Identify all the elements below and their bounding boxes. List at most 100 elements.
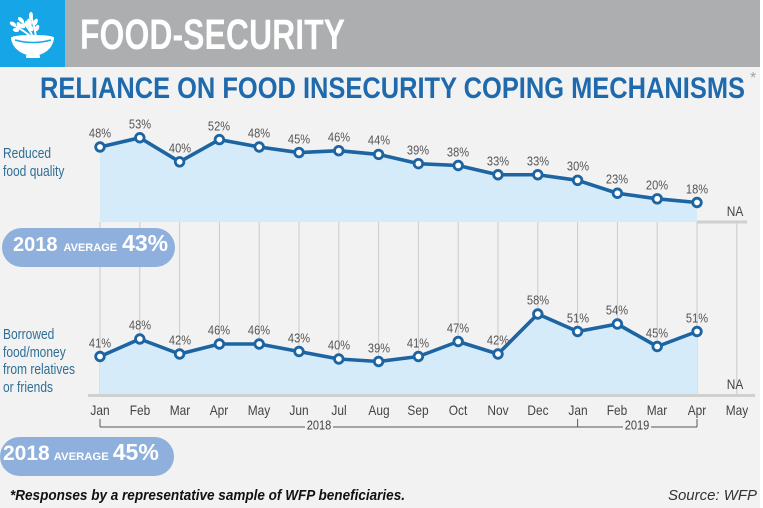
average-badge-borrowed-food-money: 2018 AVERAGE 45% <box>0 437 174 476</box>
average-word: AVERAGE <box>53 451 109 463</box>
series-line <box>98 135 699 205</box>
data-label: 54% <box>606 302 629 318</box>
data-point <box>611 318 624 330</box>
data-point <box>213 133 226 146</box>
data-label: 45% <box>287 131 311 147</box>
x-tick-label: May <box>725 402 749 418</box>
data-point <box>412 350 425 363</box>
data-label: 18% <box>685 181 709 196</box>
x-tick-label: Jan <box>567 402 588 418</box>
data-point <box>293 345 305 358</box>
series-label-line: or friends <box>3 378 54 396</box>
data-point <box>333 144 345 157</box>
section-title: FOOD-SECURITY <box>80 11 345 59</box>
data-label: 40% <box>327 337 350 353</box>
data-point <box>333 353 345 365</box>
data-label: 30% <box>566 158 589 174</box>
bowl-wheat-icon <box>9 12 54 58</box>
x-tick-label: Mar <box>169 402 190 418</box>
x-tick-label: May <box>247 402 271 418</box>
data-point <box>253 141 265 153</box>
data-point <box>651 340 663 353</box>
year-label: 2018 <box>304 417 333 433</box>
data-label: 38% <box>447 144 470 159</box>
data-point <box>452 335 464 348</box>
footnote: *Responses by a representative sample of… <box>10 487 405 504</box>
data-point <box>532 169 544 181</box>
x-tick-label: Dec <box>527 402 549 418</box>
data-label: 43% <box>287 330 311 345</box>
header-bar: FOOD-SECURITY <box>65 0 760 67</box>
data-label: 33% <box>526 153 549 169</box>
series-label-reduced-food-quality: Reduced food quality <box>3 145 64 181</box>
data-point <box>372 355 385 368</box>
data-label: 39% <box>367 340 390 355</box>
data-point <box>571 325 584 338</box>
x-tick-label: Jul <box>331 402 347 418</box>
data-label: 46% <box>248 322 271 338</box>
data-point <box>492 348 504 360</box>
data-label: 46% <box>327 129 350 145</box>
data-label: 47% <box>447 320 470 335</box>
data-point <box>134 333 146 345</box>
na-label: NA <box>726 203 744 219</box>
series-label-line: food quality <box>3 163 65 180</box>
data-label: 52% <box>208 118 231 134</box>
data-label: 46% <box>208 322 231 338</box>
data-point <box>651 193 663 205</box>
title-footnote-marker: * <box>750 70 757 87</box>
data-label: 41% <box>88 335 112 350</box>
average-year: 2018 <box>13 234 58 256</box>
year-label: 2019 <box>623 417 652 433</box>
data-label: 58% <box>526 292 549 308</box>
header-icon-box <box>0 0 65 67</box>
data-label: 48% <box>88 125 112 141</box>
data-point <box>691 325 703 338</box>
data-label: 23% <box>606 171 629 187</box>
data-point <box>372 148 385 161</box>
source-credit: Source: WFP <box>668 487 757 504</box>
average-year: 2018 <box>3 442 50 465</box>
data-label: 44% <box>367 132 390 148</box>
data-label: 51% <box>685 310 709 325</box>
average-value: 43% <box>122 230 169 256</box>
x-tick-label: Sep <box>407 402 429 418</box>
data-point <box>691 196 703 209</box>
data-label: 40% <box>168 140 191 156</box>
series-label-line: Reduced <box>3 145 52 162</box>
average-word: AVERAGE <box>63 242 118 254</box>
data-point <box>412 157 425 170</box>
data-label: 42% <box>168 332 191 348</box>
data-point <box>94 141 106 153</box>
data-point <box>173 348 186 360</box>
series-line <box>98 312 699 364</box>
data-label: 39% <box>407 142 430 158</box>
na-baseline <box>697 220 747 224</box>
data-point <box>492 169 504 181</box>
x-tick-label: Nov <box>487 402 509 418</box>
data-label: 48% <box>248 125 271 141</box>
data-label: 20% <box>646 177 669 193</box>
series-label-line: Borrowed <box>3 326 55 343</box>
chart-title: RELIANCE ON FOOD INSECURITY COPING MECHA… <box>40 72 745 105</box>
data-label: 51% <box>566 310 589 325</box>
data-point <box>293 146 305 159</box>
data-point <box>571 174 584 187</box>
series-label-line: from relatives <box>3 361 76 378</box>
data-label: 33% <box>486 153 510 169</box>
average-value: 45% <box>112 439 159 465</box>
x-tick-label: Oct <box>448 402 468 418</box>
data-point <box>173 156 186 168</box>
x-tick-label: Feb <box>607 402 628 418</box>
x-axis-baseline <box>88 394 755 397</box>
x-tick-label: Jan <box>90 402 110 418</box>
x-tick-label: Aug <box>368 402 390 418</box>
data-point <box>452 159 464 172</box>
data-point <box>134 132 146 144</box>
series-area-fill <box>100 137 697 222</box>
series-label-line: food/money <box>3 343 66 361</box>
x-tick-label: Apr <box>687 402 707 418</box>
data-label: 42% <box>486 332 510 348</box>
